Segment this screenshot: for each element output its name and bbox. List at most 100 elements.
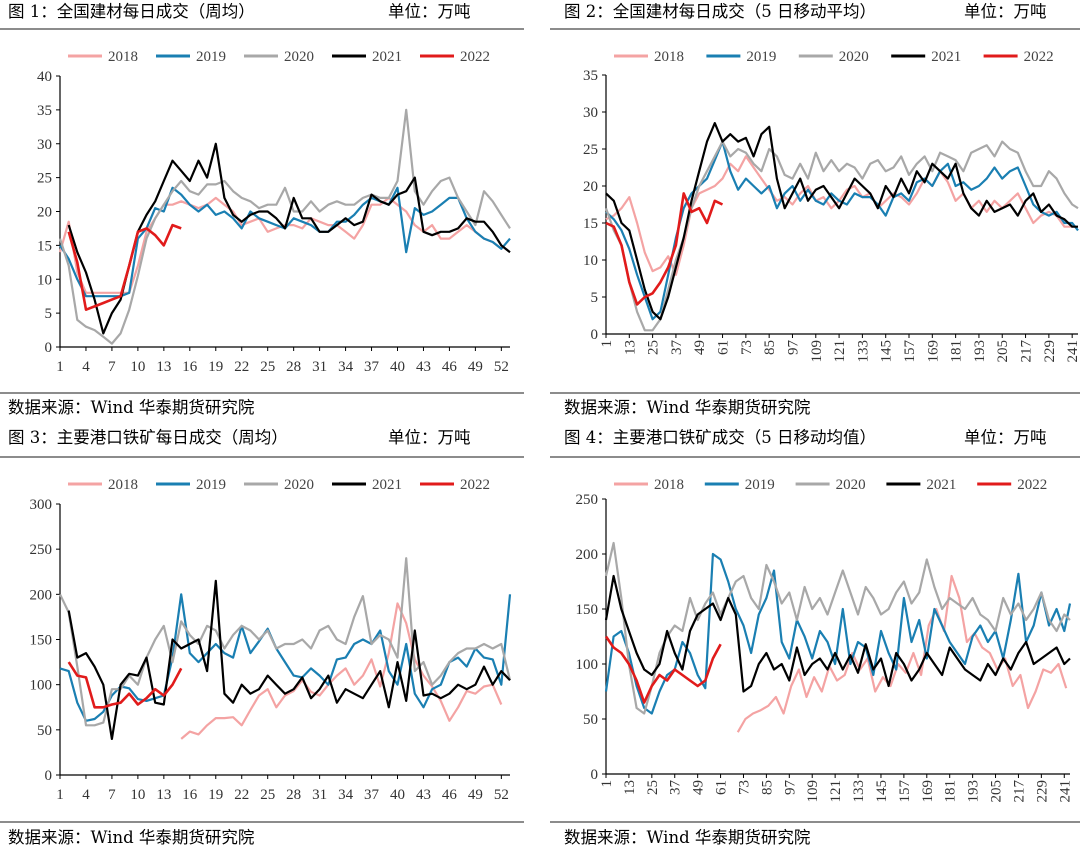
- x-tick-label: 43: [416, 787, 431, 803]
- y-tick-label: 50: [583, 712, 598, 728]
- legend-label-2022: 2022: [460, 49, 490, 65]
- x-tick-label: 85: [759, 780, 775, 795]
- source-text: 数据来源：Wind 华泰期货研究院: [564, 398, 811, 417]
- x-tick-label: 145: [874, 780, 890, 803]
- y-tick-label: 5: [45, 306, 53, 322]
- legend-label-2019: 2019: [196, 49, 226, 65]
- y-tick-label: 20: [37, 205, 52, 221]
- series-line-2020: [604, 541, 1071, 715]
- x-tick-label: 13: [156, 359, 171, 375]
- y-tick-label: 100: [576, 657, 599, 673]
- x-tick-label: 37: [669, 340, 685, 356]
- y-tick-label: 250: [576, 492, 599, 508]
- x-tick-label: 34: [338, 359, 354, 375]
- x-tick-label: 97: [785, 340, 801, 356]
- x-tick-label: 109: [809, 340, 825, 363]
- series-line-2019: [604, 552, 1072, 715]
- x-tick-label: 4: [82, 787, 90, 803]
- x-tick-label: 61: [716, 340, 732, 355]
- title-divider: [0, 456, 524, 458]
- chart-unit: 单位：万吨: [388, 428, 471, 447]
- series-line-2022: [67, 661, 183, 709]
- chart-unit: 单位：万吨: [964, 2, 1047, 21]
- x-tick-label: 97: [782, 780, 798, 796]
- x-tick-label: 25: [260, 359, 275, 375]
- x-tick-label: 133: [855, 340, 871, 363]
- legend-label-2022: 2022: [460, 477, 490, 493]
- x-tick-label: 1: [599, 340, 615, 348]
- x-tick-label: 37: [364, 359, 380, 375]
- x-tick-label: 10: [130, 359, 145, 375]
- x-tick-label: 22: [234, 787, 249, 803]
- x-tick-label: 73: [736, 780, 752, 795]
- chart-title: 图 3：主要港口铁矿每日成交（周均）: [8, 428, 288, 447]
- x-tick-label: 13: [622, 340, 638, 355]
- x-tick-label: 109: [805, 780, 821, 803]
- x-tick-label: 46: [442, 787, 458, 803]
- x-tick-label: 169: [920, 780, 936, 803]
- y-tick-label: 5: [591, 290, 599, 306]
- y-tick-label: 300: [30, 497, 53, 513]
- x-tick-label: 13: [156, 787, 171, 803]
- x-tick-label: 61: [714, 780, 730, 795]
- y-tick-label: 20: [583, 179, 598, 195]
- x-tick-label: 49: [692, 340, 708, 355]
- y-tick-label: 0: [45, 340, 53, 356]
- x-tick-label: 16: [182, 359, 198, 375]
- legend-label-2019: 2019: [196, 477, 226, 493]
- y-tick-label: 150: [30, 633, 53, 649]
- y-tick-label: 150: [576, 602, 599, 618]
- legend-label-2021: 2021: [372, 49, 402, 65]
- x-tick-label: 1: [56, 787, 64, 803]
- legend-label-2020: 2020: [836, 477, 866, 493]
- x-tick-label: 40: [390, 359, 405, 375]
- x-tick-label: 40: [390, 787, 405, 803]
- x-tick-label: 25: [645, 780, 661, 795]
- x-tick-label: 205: [989, 780, 1005, 803]
- series-line-2018: [180, 602, 503, 740]
- x-tick-label: 133: [851, 780, 867, 803]
- legend-label-2018: 2018: [654, 49, 684, 65]
- title-divider: [550, 456, 1080, 458]
- x-tick-label: 7: [108, 787, 116, 803]
- source-text: 数据来源：Wind 华泰期货研究院: [8, 828, 255, 847]
- chart-title: 图 1：全国建材每日成交（周均）: [8, 2, 255, 21]
- x-tick-label: 229: [1034, 780, 1050, 803]
- x-tick-label: 10: [130, 787, 145, 803]
- y-tick-label: 25: [583, 142, 598, 158]
- series-line-2021: [604, 574, 1071, 693]
- y-tick-label: 10: [583, 253, 598, 269]
- x-tick-label: 7: [108, 359, 116, 375]
- chart-panel-1: 图 1：全国建材每日成交（周均） 单位：万吨 0 5 10 15 20 25 30 35 40 1…: [0, 0, 530, 432]
- x-tick-label: 229: [1042, 340, 1058, 363]
- series-line-2021: [67, 579, 511, 740]
- y-tick-label: 40: [37, 69, 52, 85]
- y-tick-label: 15: [37, 238, 52, 254]
- x-tick-label: 46: [442, 359, 458, 375]
- y-tick-label: 200: [30, 587, 53, 603]
- x-tick-label: 241: [1057, 780, 1073, 803]
- x-tick-label: 4: [82, 359, 90, 375]
- source-divider: [0, 392, 524, 394]
- legend-label-2020: 2020: [284, 477, 314, 493]
- x-tick-label: 49: [468, 787, 483, 803]
- x-tick-label: 169: [925, 340, 941, 363]
- series-line-2018: [736, 574, 1068, 733]
- source-text: 数据来源：Wind 华泰期货研究院: [8, 398, 255, 417]
- y-tick-label: 0: [591, 767, 599, 783]
- x-tick-label: 181: [943, 780, 959, 803]
- x-tick-label: 1: [599, 780, 615, 788]
- legend-label-2021: 2021: [926, 477, 956, 493]
- x-tick-label: 52: [494, 787, 509, 803]
- legend-label-2018: 2018: [108, 477, 138, 493]
- y-tick-label: 100: [30, 678, 53, 694]
- x-tick-label: 37: [668, 780, 684, 796]
- title-divider: [550, 28, 1080, 30]
- x-tick-label: 52: [494, 359, 509, 375]
- x-tick-label: 121: [832, 340, 848, 363]
- y-tick-label: 50: [37, 723, 52, 739]
- y-tick-label: 30: [37, 137, 52, 153]
- x-tick-label: 157: [902, 340, 918, 363]
- series-line-2020: [59, 557, 512, 727]
- x-tick-label: 13: [622, 780, 638, 795]
